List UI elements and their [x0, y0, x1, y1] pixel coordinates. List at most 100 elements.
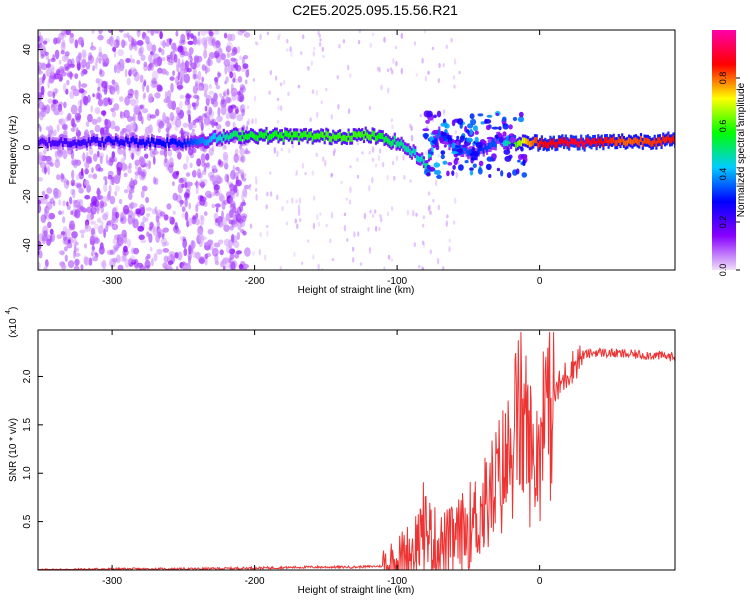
ridge-blob: [456, 118, 464, 125]
ridge-core: [650, 140, 653, 147]
noise-blob: [162, 248, 170, 253]
ridge-core: [284, 130, 287, 137]
noise-blob: [42, 40, 48, 45]
noise-blob: [422, 215, 426, 220]
ridge-core: [41, 137, 44, 144]
noise-blob: [235, 179, 242, 187]
ridge-core: [44, 140, 47, 146]
noise-blob: [86, 156, 92, 163]
noise-blob: [80, 70, 85, 77]
noise-blob: [172, 42, 177, 53]
ridge-core: [38, 139, 41, 146]
noise-blob: [41, 230, 47, 241]
noise-blob: [242, 177, 247, 182]
noise-blob: [239, 30, 247, 33]
noise-blob: [151, 257, 154, 267]
noise-blob: [119, 96, 124, 102]
noise-blob: [242, 230, 247, 236]
ridge-core: [395, 141, 398, 148]
noise-blob: [62, 149, 68, 160]
noise-blob: [47, 58, 51, 68]
noise-blob: [119, 215, 127, 225]
noise-blob: [44, 165, 47, 175]
noise-blob: [446, 214, 449, 219]
noise-blob: [192, 73, 197, 80]
noise-blob: [281, 206, 284, 211]
noise-blob: [129, 68, 133, 76]
ridge-core: [347, 131, 350, 138]
noise-blob: [41, 190, 46, 196]
noise-blob: [86, 213, 94, 221]
noise-blob: [92, 200, 97, 206]
noise-blob: [114, 246, 118, 253]
ridge-core: [669, 137, 672, 144]
ridge-core: [82, 138, 85, 145]
ridge-core: [419, 156, 422, 163]
noise-blob: [228, 248, 236, 255]
ridge-core: [397, 140, 400, 147]
noise-blob: [317, 30, 320, 36]
noise-blob: [80, 233, 85, 239]
noise-blob: [435, 179, 438, 187]
noise-blob: [77, 36, 84, 46]
noise-blob: [128, 192, 133, 201]
noise-blob: [177, 151, 182, 160]
noise-blob: [133, 247, 140, 255]
noise-blob: [116, 65, 121, 74]
noise-blob: [73, 244, 77, 254]
ridge-core: [515, 142, 518, 149]
noise-blob: [97, 86, 100, 92]
ridge-blob: [502, 116, 507, 122]
ridge-core: [415, 155, 419, 162]
noise-blob: [378, 66, 381, 73]
ridge-core: [268, 133, 272, 140]
noise-blob: [174, 222, 178, 231]
ridge-core: [197, 139, 200, 146]
noise-blob: [437, 204, 440, 211]
noise-blob: [124, 68, 128, 78]
ridge-core: [356, 132, 359, 139]
noise-blob: [109, 39, 117, 48]
x-tick-label: -200: [245, 276, 265, 287]
noise-blob: [182, 122, 189, 128]
noise-blob: [421, 57, 424, 64]
noise-blob: [93, 153, 98, 162]
noise-blob: [72, 189, 76, 199]
ridge-core: [330, 136, 333, 143]
ridge-core: [549, 138, 552, 145]
noise-blob: [222, 145, 227, 150]
ridge-core: [554, 142, 557, 149]
noise-blob: [322, 55, 325, 58]
noise-blob: [172, 192, 178, 201]
ridge-core: [575, 138, 578, 145]
noise-blob: [190, 240, 195, 250]
noise-blob: [39, 126, 42, 132]
noise-blob: [378, 226, 381, 231]
ridge-core: [486, 145, 489, 152]
noise-blob: [422, 223, 425, 228]
ridge-blob: [469, 167, 474, 171]
ridge-core: [521, 137, 525, 144]
noise-blob: [113, 103, 120, 111]
noise-blob: [60, 173, 65, 179]
ridge-core: [111, 139, 114, 146]
noise-blob: [98, 30, 103, 35]
noise-blob: [128, 43, 133, 51]
noise-blob: [39, 110, 44, 121]
ridge-core: [316, 132, 319, 139]
noise-blob: [152, 58, 158, 65]
ridge-blob: [444, 122, 448, 129]
snr-multiplier-base: (x10: [8, 318, 19, 338]
noise-blob: [58, 118, 63, 124]
noise-blob: [238, 154, 245, 163]
noise-blob: [204, 253, 209, 259]
ridge-blob: [428, 151, 434, 155]
noise-blob: [133, 104, 140, 115]
noise-blob: [204, 112, 211, 118]
ridge-core: [667, 134, 670, 141]
noise-blob: [427, 70, 430, 75]
noise-blob: [205, 153, 210, 161]
noise-blob: [125, 58, 131, 63]
ridge-core: [528, 141, 531, 148]
noise-blob: [91, 30, 95, 34]
